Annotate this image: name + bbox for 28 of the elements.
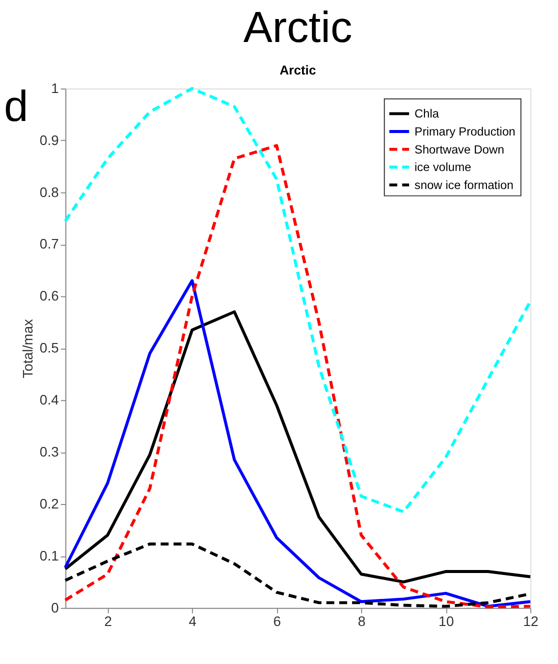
y-tick-label: 0.2 — [40, 495, 59, 512]
y-tick-label: 1 — [51, 80, 60, 96]
x-tick-label: 12 — [523, 613, 538, 630]
text: d — [4, 83, 28, 132]
y-tick-label: 0.6 — [40, 288, 60, 304]
x-tick-label: 6 — [273, 613, 282, 630]
chart-subtitle: Arctic — [280, 62, 316, 78]
chart-title: Arctic — [243, 4, 352, 52]
legend-label: Chla — [414, 106, 440, 121]
line-series — [64, 310, 532, 584]
y-tick-label: 0.1 — [40, 547, 60, 564]
x-tick-label: 2 — [104, 613, 112, 630]
legend-label: ice volume — [414, 160, 472, 174]
y-tick-label: 0.8 — [40, 184, 60, 200]
y-tick-label: 0.5 — [40, 340, 60, 356]
y-tick-label: 0.7 — [40, 236, 59, 252]
y-tick-label: 0.4 — [40, 392, 60, 408]
x-tick-label: 10 — [438, 613, 454, 630]
legend-label: snow ice formation — [414, 178, 514, 192]
legend-label: Primary Production — [414, 124, 516, 138]
y-axis-title: Total/max — [20, 318, 36, 378]
y-tick-label: 0.3 — [40, 444, 60, 460]
y-tick-label: 0.9 — [40, 132, 60, 148]
legend-label: Shortwave Down — [414, 142, 504, 156]
line-series — [64, 86, 532, 514]
x-tick-label: 8 — [358, 613, 366, 630]
x-tick-label: 4 — [188, 613, 197, 630]
y-tick-label: 0 — [51, 599, 60, 616]
